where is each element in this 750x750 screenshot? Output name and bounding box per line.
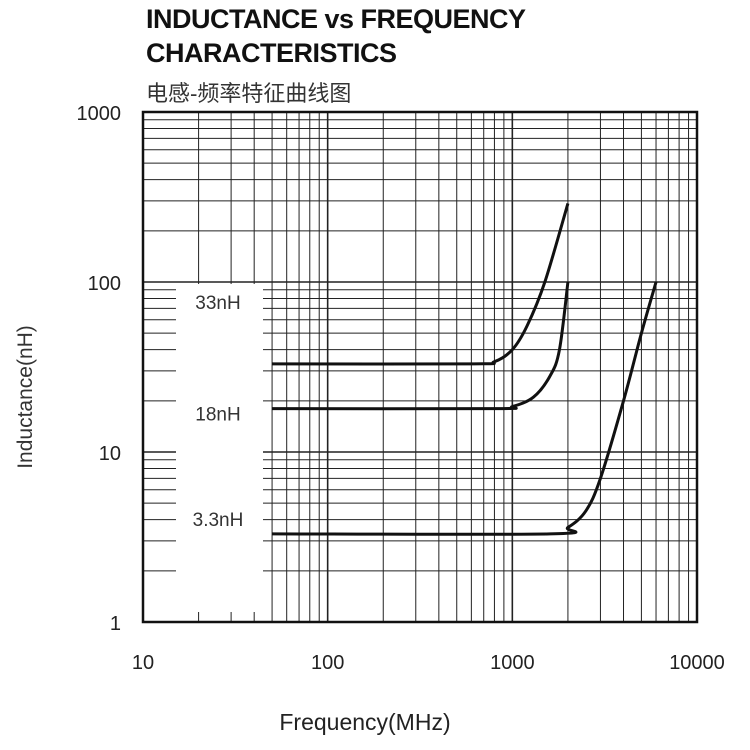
plot-frame: [141, 110, 699, 624]
y-axis-label: Inductance(nH): [14, 325, 37, 469]
series-label: 33nH: [195, 293, 240, 314]
y-tick-label: 1: [110, 613, 121, 635]
y-tick-label: 10: [99, 443, 121, 465]
x-axis-label: Frequency(MHz): [279, 709, 450, 735]
chart-title-line2: CHARACTERISTICS: [146, 38, 397, 68]
series-line-18nH: [272, 281, 570, 411]
x-tick-label: 100: [311, 652, 344, 674]
y-tick-label: 100: [88, 273, 121, 295]
series-label: 3.3nH: [193, 510, 244, 531]
y-tick-label: 1000: [77, 103, 122, 125]
chart-title-line1: INDUCTANCE vs FREQUENCY: [146, 4, 526, 34]
chart-subtitle: 电感-频率特征曲线图: [146, 82, 352, 107]
x-tick-label: 10: [132, 652, 154, 674]
x-tick-label: 1000: [490, 652, 535, 674]
series-line-3.3nH: [272, 281, 658, 536]
label-region: [176, 284, 263, 622]
series-line-33nH: [272, 202, 570, 366]
x-tick-label: 10000: [669, 652, 725, 674]
series-label: 18nH: [195, 405, 240, 426]
